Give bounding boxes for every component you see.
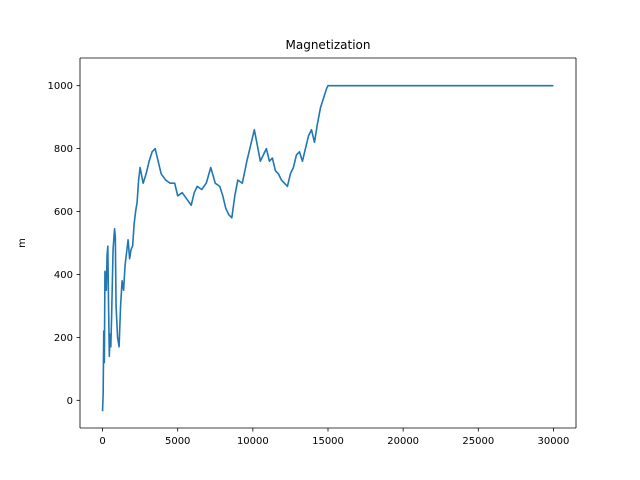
axes-background bbox=[80, 58, 576, 428]
y-axis-ticks: 0 200 400 600 800 1000 bbox=[48, 81, 80, 407]
y-tick-label: 800 bbox=[54, 144, 73, 155]
plot-area: 0 5000 10000 15000 20000 25000 30000 0 200 400 60… bbox=[48, 57, 577, 447]
y-tick-label: 1000 bbox=[48, 81, 73, 92]
y-tick-label: 0 bbox=[67, 396, 73, 407]
y-axis-label: m bbox=[17, 238, 28, 248]
x-axis-ticks: 0 5000 10000 15000 20000 25000 30000 bbox=[99, 428, 569, 447]
x-tick-label: 0 bbox=[99, 436, 105, 447]
x-tick-label: 25000 bbox=[462, 436, 494, 447]
series-line-0 bbox=[101, 84, 554, 412]
x-tick-label: 15000 bbox=[312, 436, 344, 447]
x-tick-label: 5000 bbox=[165, 436, 190, 447]
series-layer bbox=[101, 84, 554, 412]
y-tick-label: 200 bbox=[54, 333, 73, 344]
x-tick-label: 10000 bbox=[237, 436, 269, 447]
y-tick-label: 400 bbox=[54, 270, 73, 281]
x-tick-label: 20000 bbox=[387, 436, 419, 447]
x-tick-label: 30000 bbox=[538, 436, 570, 447]
chart-title: Magnetization bbox=[286, 38, 371, 52]
y-tick-label: 600 bbox=[54, 207, 73, 218]
